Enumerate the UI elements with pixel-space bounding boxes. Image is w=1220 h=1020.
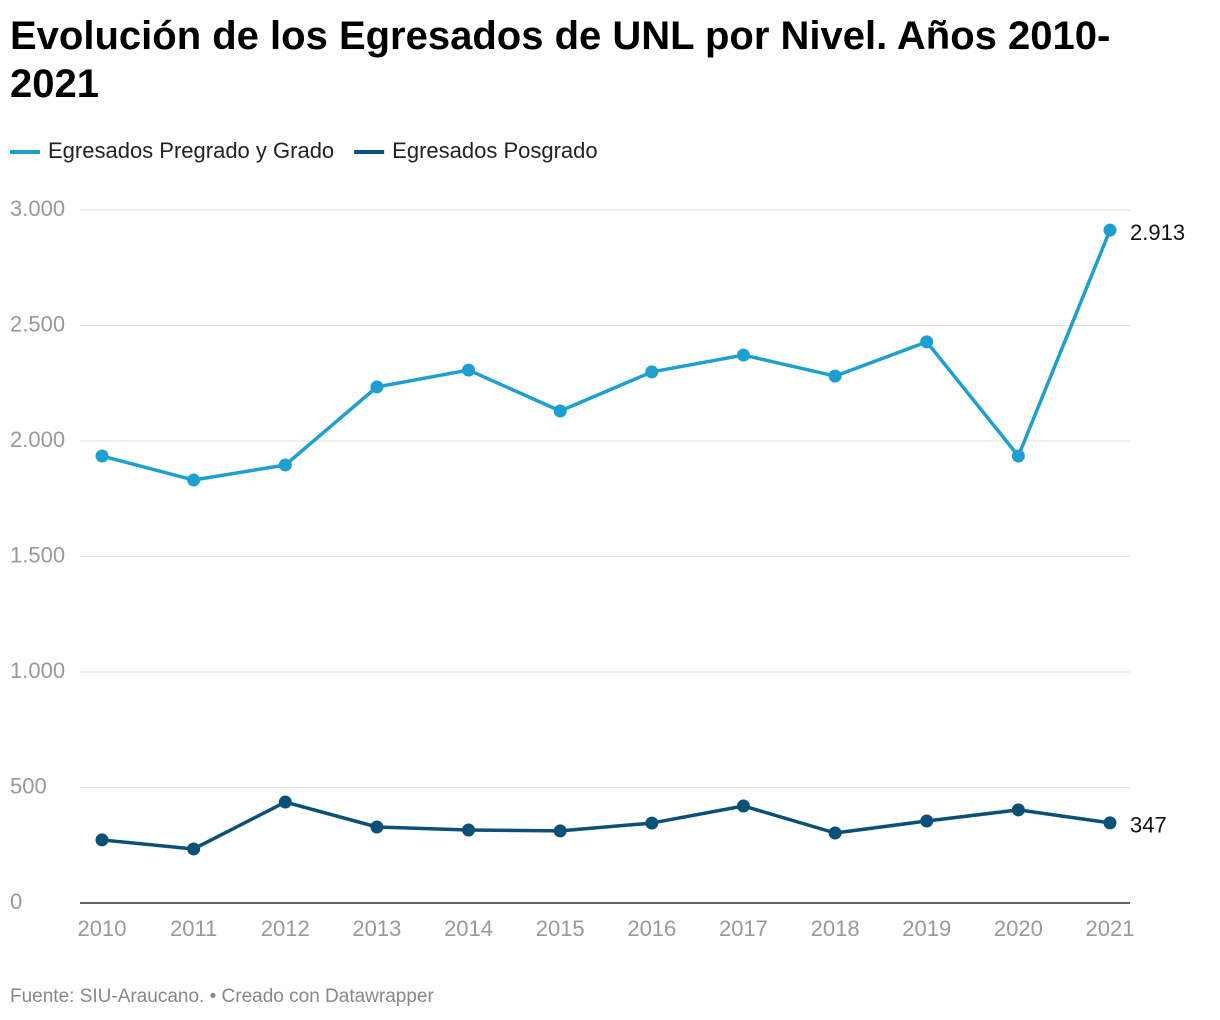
data-point — [95, 449, 109, 463]
series-line — [101, 229, 1112, 482]
x-tick-label: 2012 — [261, 916, 310, 941]
end-label: 347 — [1130, 813, 1167, 838]
series-line — [101, 800, 1111, 851]
data-point — [553, 404, 567, 418]
x-tick-label: 2019 — [902, 916, 951, 941]
data-point — [828, 369, 842, 383]
y-tick-label: 1.000 — [10, 658, 65, 683]
data-point — [278, 458, 292, 472]
x-tick-label: 2016 — [627, 916, 676, 941]
data-point — [370, 820, 384, 834]
data-point — [736, 799, 750, 813]
x-tick-label: 2021 — [1086, 916, 1135, 941]
x-tick-label: 2020 — [994, 916, 1043, 941]
chart-title: Evolución de los Egresados de UNL por Ni… — [10, 14, 1111, 106]
data-point — [645, 816, 659, 830]
data-point — [920, 335, 934, 349]
legend-label: Egresados Pregrado y Grado — [48, 138, 334, 163]
data-point — [1011, 803, 1025, 817]
y-tick-label: 500 — [10, 773, 47, 798]
data-point — [462, 363, 476, 377]
x-tick-label: 2017 — [719, 916, 768, 941]
data-point — [828, 826, 842, 840]
y-tick-label: 0 — [10, 889, 22, 914]
y-tick-label: 2.500 — [10, 311, 65, 336]
data-point — [553, 824, 567, 838]
source-note: Fuente: SIU-Araucano. • Creado con Dataw… — [10, 986, 434, 1007]
end-label: 2.913 — [1130, 220, 1185, 245]
data-point — [462, 823, 476, 837]
data-point — [920, 814, 934, 828]
data-point — [1103, 223, 1117, 237]
y-tick-label: 3.000 — [10, 196, 65, 221]
data-point — [187, 473, 201, 487]
data-point — [1103, 816, 1117, 830]
y-tick-label: 1.500 — [10, 542, 65, 567]
data-point — [1011, 449, 1025, 463]
x-tick-label: 2015 — [536, 916, 585, 941]
data-point — [95, 833, 109, 847]
y-tick-label: 2.000 — [10, 427, 65, 452]
x-tick-label: 2011 — [170, 916, 217, 941]
data-point — [278, 795, 292, 809]
x-tick-label: 2010 — [78, 916, 127, 941]
data-point — [187, 842, 201, 856]
data-point — [370, 380, 384, 394]
legend-label: Egresados Posgrado — [392, 138, 597, 163]
x-tick-label: 2014 — [444, 916, 493, 941]
data-point — [645, 365, 659, 379]
x-tick-label: 2018 — [811, 916, 860, 941]
x-tick-label: 2013 — [352, 916, 401, 941]
data-point — [736, 348, 750, 362]
